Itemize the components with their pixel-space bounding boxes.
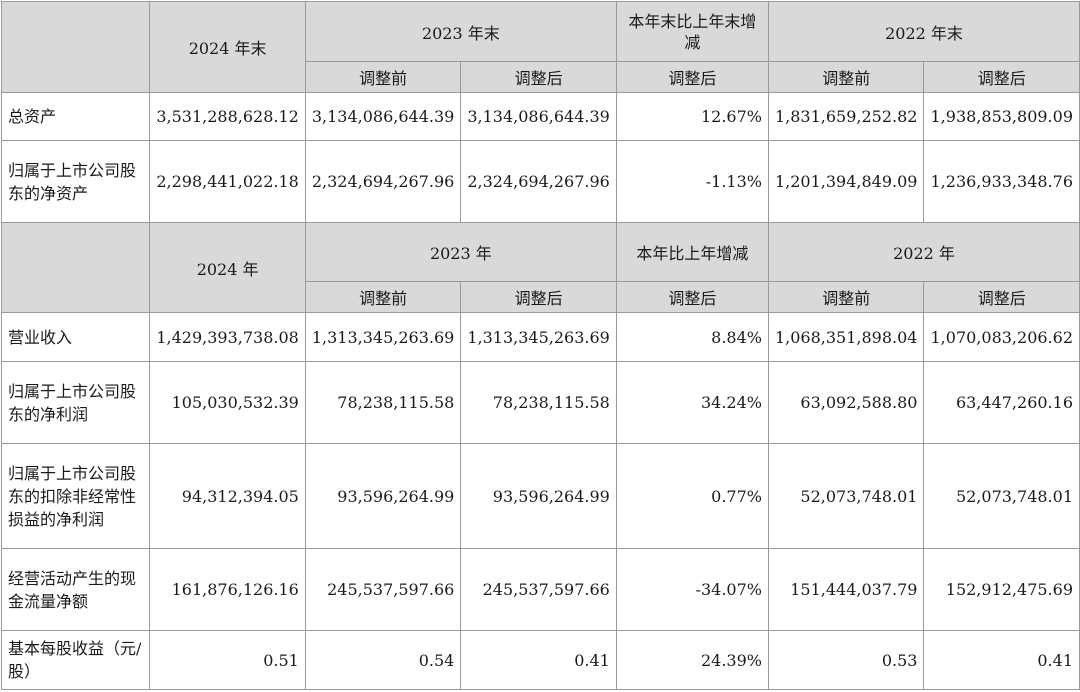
value-2022-after: 1,938,853,809.09 <box>923 92 1080 141</box>
value-2023-after: 1,313,345,263.69 <box>460 312 617 362</box>
row-label: 总资产 <box>0 92 151 141</box>
value-2023-after: 0.41 <box>460 630 617 690</box>
subheader-2022-before: 调整前 <box>767 281 925 313</box>
blank-header-cell <box>0 1 151 93</box>
subheader-2023-after: 调整后 <box>460 281 617 313</box>
row-label: 经营活动产生的现金流量净额 <box>0 548 151 631</box>
value-2022-before: 52,073,748.01 <box>767 443 925 549</box>
header-2024: 2024 年 <box>149 222 306 313</box>
header-2023: 2023 年 <box>304 222 617 282</box>
header-2022: 2022 年 <box>767 222 1080 282</box>
value-2022-before: 151,444,037.79 <box>767 548 925 631</box>
value-2023-after: 93,596,264.99 <box>460 443 617 549</box>
row-label: 营业收入 <box>0 312 151 362</box>
value-2022-before: 1,068,351,898.04 <box>767 312 925 362</box>
income-header-row: 2024 年 2023 年 本年比上年增减 2022 年 <box>0 222 1080 313</box>
value-change: 0.77% <box>615 443 769 549</box>
header-2022-end: 2022 年末 <box>767 1 1080 62</box>
value-2024: 3,531,288,628.12 <box>149 92 306 141</box>
row-label: 归属于上市公司股东的净利润 <box>0 361 151 444</box>
blank-header-cell <box>0 222 151 313</box>
value-change: 8.84% <box>615 312 769 362</box>
header-yoy-change-end: 本年末比上年末增减 <box>615 1 769 62</box>
value-2022-before: 1,201,394,849.09 <box>767 140 925 223</box>
subheader-2022-after: 调整后 <box>923 61 1080 93</box>
value-2023-before: 1,313,345,263.69 <box>304 312 462 362</box>
value-2022-after: 63,447,260.16 <box>923 361 1080 444</box>
value-2022-after: 52,073,748.01 <box>923 443 1080 549</box>
value-2024: 0.51 <box>149 630 306 690</box>
header-2023-end: 2023 年末 <box>304 1 617 62</box>
subheader-2022-before: 调整前 <box>767 61 925 93</box>
value-2024: 94,312,394.05 <box>149 443 306 549</box>
value-2022-after: 1,236,933,348.76 <box>923 140 1080 223</box>
value-change: -34.07% <box>615 548 769 631</box>
table-row: 经营活动产生的现金流量净额 161,876,126.16 245,537,597… <box>0 548 1080 631</box>
table-row: 营业收入 1,429,393,738.08 1,313,345,263.69 1… <box>0 312 1080 362</box>
table-row: 归属于上市公司股东的净利润 105,030,532.39 78,238,115.… <box>0 361 1080 444</box>
value-change: 12.67% <box>615 92 769 141</box>
value-change: 24.39% <box>615 630 769 690</box>
value-2023-before: 0.54 <box>304 630 462 690</box>
value-2022-after: 0.41 <box>923 630 1080 690</box>
value-2023-after: 2,324,694,267.96 <box>460 140 617 223</box>
subheader-2023-after: 调整后 <box>460 61 617 93</box>
subheader-change-after: 调整后 <box>615 281 769 313</box>
subheader-2023-before: 调整前 <box>304 281 462 313</box>
value-2024: 161,876,126.16 <box>149 548 306 631</box>
table-row: 归属于上市公司股东的扣除非经常性损益的净利润 94,312,394.05 93,… <box>0 443 1080 549</box>
value-2022-after: 152,912,475.69 <box>923 548 1080 631</box>
value-2024: 2,298,441,022.18 <box>149 140 306 223</box>
value-2024: 105,030,532.39 <box>149 361 306 444</box>
value-2023-before: 245,537,597.66 <box>304 548 462 631</box>
value-2023-after: 245,537,597.66 <box>460 548 617 631</box>
value-change: 34.24% <box>615 361 769 444</box>
header-yoy-change: 本年比上年增减 <box>615 222 769 282</box>
value-2022-after: 1,070,083,206.62 <box>923 312 1080 362</box>
table-row: 归属于上市公司股东的净资产 2,298,441,022.18 2,324,694… <box>0 140 1080 223</box>
value-2023-after: 78,238,115.58 <box>460 361 617 444</box>
subheader-2023-before: 调整前 <box>304 61 462 93</box>
value-2022-before: 0.53 <box>767 630 925 690</box>
value-2023-after: 3,134,086,644.39 <box>460 92 617 141</box>
balance-header-row: 2024 年末 2023 年末 本年末比上年末增减 2022 年末 <box>0 1 1080 93</box>
row-label: 基本每股收益（元/股） <box>0 630 151 690</box>
value-2023-before: 78,238,115.58 <box>304 361 462 444</box>
value-2022-before: 63,092,588.80 <box>767 361 925 444</box>
value-2023-before: 93,596,264.99 <box>304 443 462 549</box>
value-2024: 1,429,393,738.08 <box>149 312 306 362</box>
value-2023-before: 3,134,086,644.39 <box>304 92 462 141</box>
subheader-change-after: 调整后 <box>615 61 769 93</box>
value-2023-before: 2,324,694,267.96 <box>304 140 462 223</box>
value-2022-before: 1,831,659,252.82 <box>767 92 925 141</box>
subheader-2022-after: 调整后 <box>923 281 1080 313</box>
value-change: -1.13% <box>615 140 769 223</box>
balance-subheader-row: 调整前 调整后 调整后 调整前 调整后 <box>2 61 1080 93</box>
table-row: 基本每股收益（元/股） 0.51 0.54 0.41 24.39% 0.53 0… <box>0 630 1080 690</box>
row-label: 归属于上市公司股东的净资产 <box>0 140 151 223</box>
income-subheader-row: 调整前 调整后 调整后 调整前 调整后 <box>2 281 1080 313</box>
header-2024-end: 2024 年末 <box>149 1 306 93</box>
row-label: 归属于上市公司股东的扣除非经常性损益的净利润 <box>0 443 151 549</box>
table-row: 总资产 3,531,288,628.12 3,134,086,644.39 3,… <box>0 92 1080 141</box>
